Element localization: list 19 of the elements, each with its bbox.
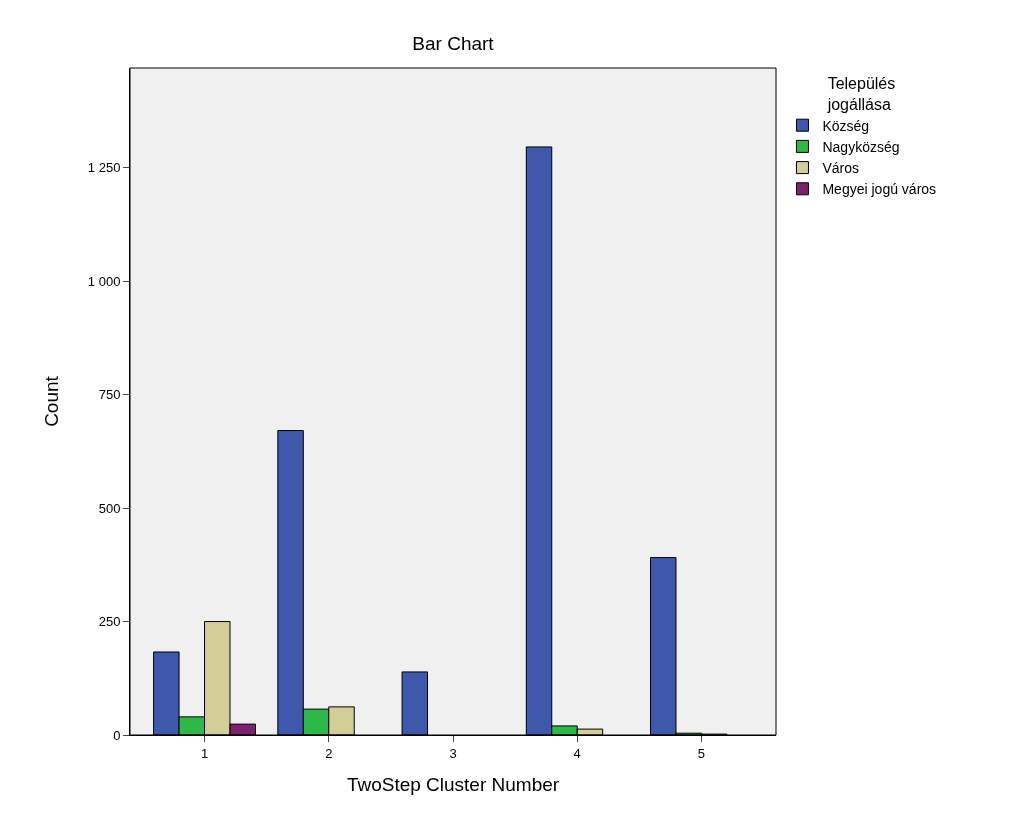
- legend-label: Község: [822, 117, 870, 134]
- y-tick-label: 750: [98, 387, 121, 403]
- x-tick-label: 1: [200, 745, 209, 761]
- legend-title: Település jogállása: [826, 74, 896, 113]
- legend-label: Megyei jogú város: [822, 181, 937, 198]
- y-tick-label: 0: [113, 727, 121, 743]
- legend-label: Nagyközség: [822, 138, 900, 155]
- x-tick-label: 3: [449, 745, 457, 761]
- x-tick-label: 4: [573, 745, 581, 761]
- chart-title: Bar Chart: [412, 33, 495, 55]
- x-tick-label: 2: [325, 745, 333, 761]
- y-axis-title: Count: [40, 375, 62, 427]
- x-tick-label: 5: [697, 745, 706, 761]
- y-tick-label: 250: [98, 614, 121, 630]
- x-axis-title: TwoStep Cluster Number: [346, 774, 560, 796]
- legend-label: Város: [822, 160, 860, 177]
- y-tick-label: 1 250: [87, 160, 121, 176]
- y-tick-label: 1 000: [87, 273, 121, 289]
- y-tick-label: 500: [98, 500, 121, 516]
